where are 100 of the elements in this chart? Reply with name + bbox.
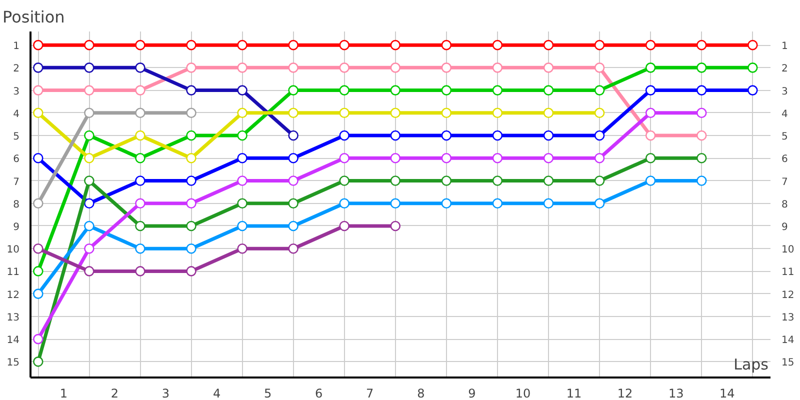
point: [135, 85, 146, 96]
x-tick-label: 9: [468, 386, 476, 400]
point: [135, 40, 146, 50]
point: [288, 85, 298, 96]
point: [390, 40, 401, 50]
point: [84, 176, 94, 186]
point: [696, 153, 707, 164]
point: [339, 176, 350, 186]
y-tick-label: 6: [13, 154, 20, 166]
point: [492, 130, 503, 141]
y-tick-label: 14: [6, 335, 20, 346]
point: [33, 334, 44, 344]
point: [594, 153, 605, 164]
point: [33, 356, 44, 367]
point: [237, 198, 248, 209]
point: [696, 62, 707, 73]
point: [33, 266, 44, 276]
point: [186, 130, 196, 141]
point: [645, 130, 656, 141]
point: [441, 130, 452, 141]
point: [390, 220, 401, 232]
point: [390, 153, 401, 164]
y-axis-title: Position: [2, 8, 65, 26]
y-tick-label: 1: [13, 41, 20, 52]
point: [237, 108, 248, 118]
point: [84, 40, 94, 50]
point: [645, 40, 656, 50]
point: [441, 85, 452, 96]
point: [339, 62, 350, 73]
point: [237, 40, 248, 50]
point: [543, 40, 554, 50]
point: [237, 85, 248, 96]
point: [33, 108, 44, 118]
y2-tick-label: 13: [782, 312, 794, 324]
point: [390, 198, 401, 209]
x-tick-label: 10: [515, 386, 531, 400]
point: [237, 243, 248, 254]
point: [441, 40, 452, 50]
point: [135, 176, 146, 186]
point: [33, 153, 44, 164]
x-tick-label: 1: [60, 386, 68, 400]
point: [747, 62, 758, 73]
point: [339, 220, 350, 232]
point: [696, 108, 707, 118]
point: [645, 153, 656, 164]
point: [594, 198, 605, 209]
y2-tick-label: 8: [782, 199, 788, 210]
point: [645, 85, 656, 96]
point: [186, 85, 196, 96]
y2-tick-label: 6: [782, 154, 788, 166]
point: [390, 85, 401, 96]
x-tick-label: 13: [668, 386, 684, 400]
y2-tick-label: 4: [782, 108, 788, 120]
x-tick-label: 8: [417, 386, 425, 400]
point: [696, 40, 707, 50]
point: [288, 176, 298, 186]
x-tick-label: 7: [366, 386, 374, 400]
point: [33, 198, 44, 209]
point: [339, 198, 350, 209]
point: [441, 198, 452, 209]
point: [339, 108, 350, 118]
point: [492, 108, 503, 118]
point: [186, 198, 196, 209]
point: [84, 153, 94, 164]
point: [288, 198, 298, 209]
point: [390, 176, 401, 186]
point: [390, 130, 401, 141]
point: [288, 243, 298, 254]
point: [543, 130, 554, 141]
point: [186, 220, 196, 232]
y-tick-label: 5: [13, 132, 20, 143]
point: [135, 266, 146, 276]
x-tick-label: 14: [719, 386, 735, 400]
point: [288, 153, 298, 164]
y2-tick-label: 12: [782, 290, 794, 301]
point: [288, 62, 298, 73]
point: [84, 85, 94, 96]
x-tick-label: 6: [315, 386, 323, 400]
point: [135, 62, 146, 73]
point: [339, 130, 350, 141]
point: [288, 108, 298, 118]
y2-tick-label: 5: [782, 132, 788, 143]
point: [186, 266, 196, 276]
point: [84, 108, 94, 118]
y2-tick-label: 1: [782, 41, 788, 52]
y2-tick-label: 2: [782, 64, 788, 75]
y2-tick-label: 14: [782, 335, 794, 346]
point: [441, 62, 452, 73]
point: [135, 243, 146, 254]
point: [237, 62, 248, 73]
point: [33, 40, 44, 50]
point: [237, 153, 248, 164]
y-tick-label: 7: [13, 176, 20, 188]
point: [594, 176, 605, 186]
point: [645, 108, 656, 118]
point: [543, 62, 554, 73]
point: [441, 108, 452, 118]
x-tick-label: 4: [212, 386, 221, 400]
point: [84, 130, 94, 141]
y-tick-label: 3: [13, 86, 20, 98]
